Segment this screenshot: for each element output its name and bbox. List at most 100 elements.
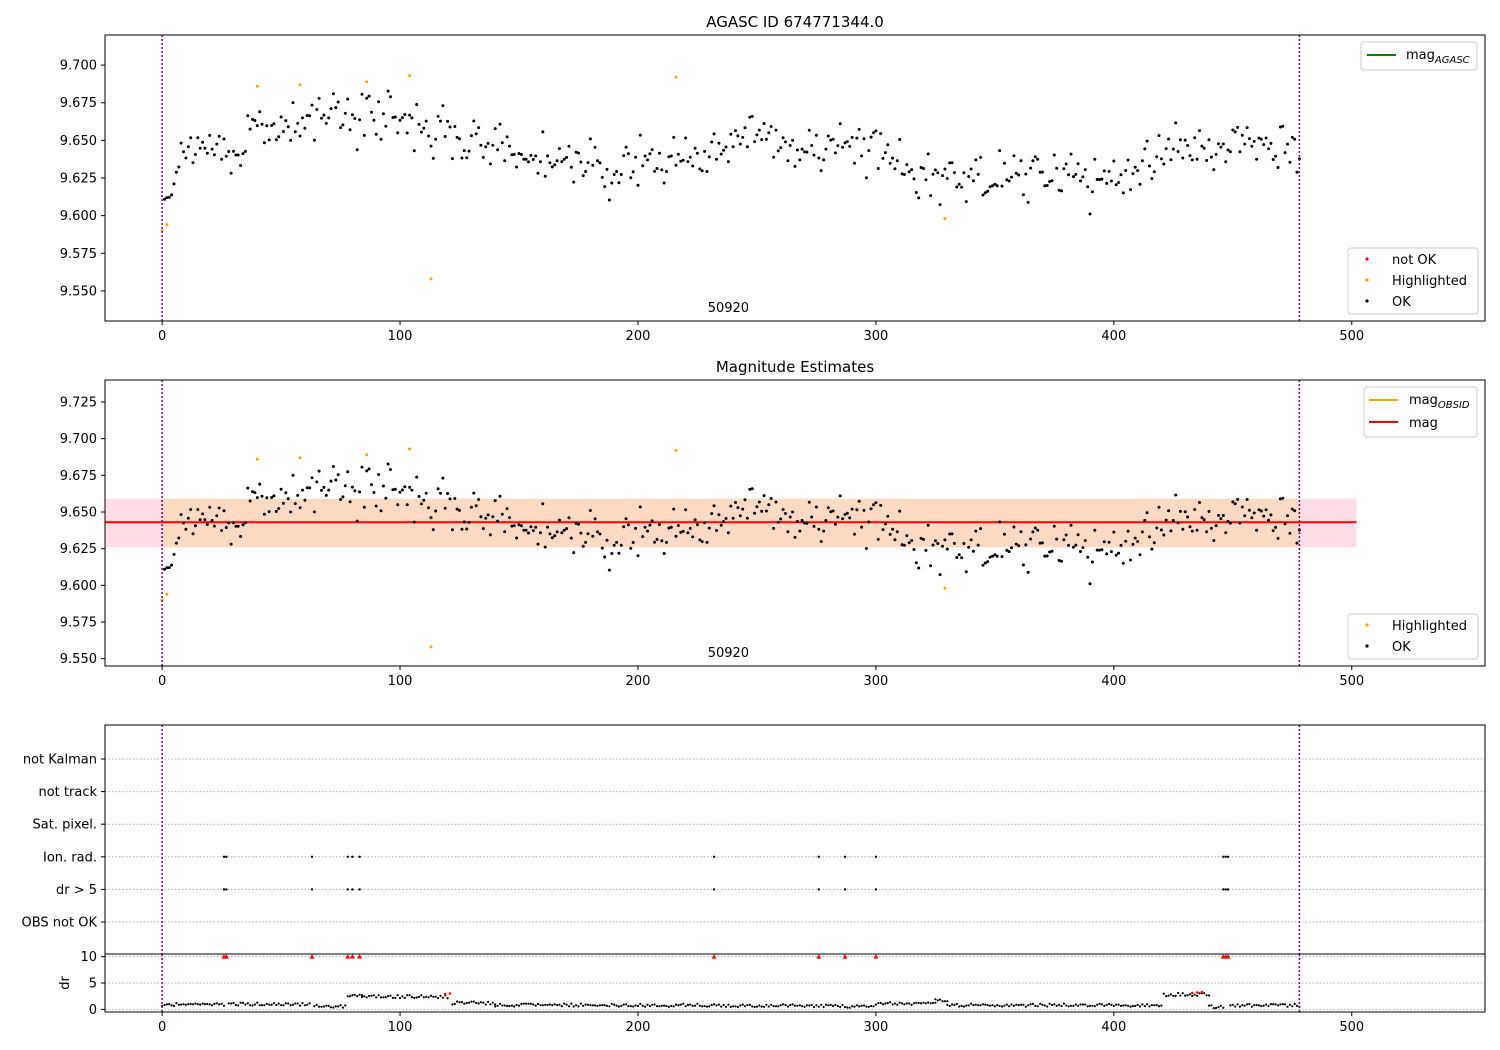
ok-point bbox=[686, 531, 690, 535]
ok-point bbox=[508, 516, 511, 520]
ok-point bbox=[1162, 533, 1166, 537]
ok-point bbox=[524, 157, 528, 161]
ok-point bbox=[634, 155, 638, 159]
magnitude-axes-frame bbox=[104, 379, 1486, 667]
ok-point bbox=[833, 522, 837, 526]
ok-point bbox=[1269, 513, 1273, 517]
ok-point bbox=[679, 530, 683, 534]
ok-point bbox=[1233, 130, 1237, 134]
dr-point bbox=[358, 993, 361, 996]
dr-point bbox=[636, 1004, 640, 1008]
ok-point bbox=[1195, 157, 1199, 161]
flag-point bbox=[874, 855, 878, 858]
ok-point bbox=[1136, 540, 1140, 543]
ok-point bbox=[1019, 159, 1023, 163]
ok-point bbox=[879, 503, 883, 507]
ok-point bbox=[519, 153, 523, 156]
ok-point bbox=[1167, 509, 1171, 513]
ok-point bbox=[807, 500, 811, 504]
dr-point bbox=[1012, 1004, 1016, 1007]
dr-point bbox=[363, 995, 366, 998]
ok-point bbox=[405, 503, 409, 507]
ok-point bbox=[1295, 170, 1299, 174]
ok-point bbox=[886, 143, 890, 147]
dr-point bbox=[786, 1005, 790, 1008]
ok-point bbox=[165, 196, 169, 200]
dr-point bbox=[208, 1003, 211, 1006]
ok-point bbox=[179, 141, 183, 145]
dr-point bbox=[344, 1004, 347, 1007]
ok-point bbox=[876, 537, 880, 541]
dr-point bbox=[1081, 1003, 1084, 1006]
ok-point bbox=[1007, 550, 1011, 554]
ok-point bbox=[248, 499, 252, 503]
ok-point bbox=[807, 128, 811, 132]
dr-point bbox=[827, 1004, 830, 1007]
ok-point bbox=[1217, 513, 1220, 517]
dr-point bbox=[953, 1003, 956, 1007]
ok-point bbox=[258, 110, 262, 114]
ok-point bbox=[296, 493, 300, 497]
ok-point bbox=[1209, 526, 1213, 530]
dr-point bbox=[727, 1003, 730, 1006]
ok-point bbox=[505, 507, 509, 511]
obsid-label: 50920 bbox=[708, 301, 749, 316]
ok-point bbox=[612, 173, 616, 176]
dr-point bbox=[503, 1004, 506, 1007]
ok-point bbox=[1050, 179, 1054, 183]
ok-point bbox=[1010, 546, 1013, 550]
dr-point bbox=[732, 1005, 735, 1008]
ok-point bbox=[891, 156, 895, 160]
dr-point bbox=[798, 1004, 801, 1007]
dr-point bbox=[808, 1004, 811, 1007]
dr-point bbox=[230, 1002, 233, 1005]
dr-point bbox=[1036, 1005, 1039, 1008]
ok-point bbox=[681, 529, 685, 533]
ok-point bbox=[1236, 125, 1240, 129]
dr-point bbox=[1162, 992, 1165, 995]
ok-point bbox=[324, 493, 328, 497]
y-tick-label: 5 bbox=[89, 977, 97, 992]
ok-point bbox=[1150, 547, 1154, 551]
ok-point bbox=[1188, 154, 1192, 158]
ok-point bbox=[1126, 529, 1130, 533]
y-tick-label: 9.625 bbox=[60, 542, 97, 557]
ok-point bbox=[1114, 553, 1118, 557]
dr-capped-marker bbox=[842, 954, 848, 959]
ok-point bbox=[167, 566, 171, 570]
dr-point bbox=[1091, 1004, 1094, 1007]
dr-point bbox=[877, 1002, 880, 1005]
dr-point bbox=[1096, 1003, 1099, 1006]
dr-point bbox=[351, 994, 354, 997]
dr-point bbox=[691, 1004, 694, 1008]
dr-point bbox=[634, 1004, 637, 1007]
ok-point bbox=[1107, 169, 1111, 173]
ok-point bbox=[336, 473, 340, 477]
ok-point bbox=[1271, 158, 1275, 161]
ok-point bbox=[700, 169, 704, 173]
dr-point bbox=[789, 1004, 792, 1007]
ok-point bbox=[983, 191, 987, 195]
ok-point bbox=[646, 158, 649, 162]
ok-point bbox=[705, 540, 709, 544]
ok-point bbox=[434, 137, 438, 141]
ok-point bbox=[215, 142, 219, 146]
ok-point bbox=[1133, 165, 1137, 169]
ok-point bbox=[529, 153, 533, 157]
ok-point bbox=[1062, 167, 1066, 171]
ok-point bbox=[396, 131, 400, 135]
ok-point bbox=[888, 161, 892, 165]
ok-point bbox=[1257, 508, 1261, 512]
dr-point bbox=[527, 1002, 530, 1005]
ok-point bbox=[393, 115, 397, 119]
legend-label-mag: mag bbox=[1406, 48, 1435, 63]
ok-point bbox=[860, 154, 864, 158]
ok-point bbox=[408, 113, 412, 117]
ok-point bbox=[1264, 136, 1268, 140]
dr-point bbox=[1117, 1003, 1120, 1006]
dr-point bbox=[1131, 1005, 1134, 1008]
ok-point bbox=[1129, 558, 1132, 562]
legend-label-mag-obsid: mag bbox=[1409, 393, 1438, 408]
dr-point bbox=[534, 1004, 537, 1007]
ok-point bbox=[298, 134, 302, 138]
